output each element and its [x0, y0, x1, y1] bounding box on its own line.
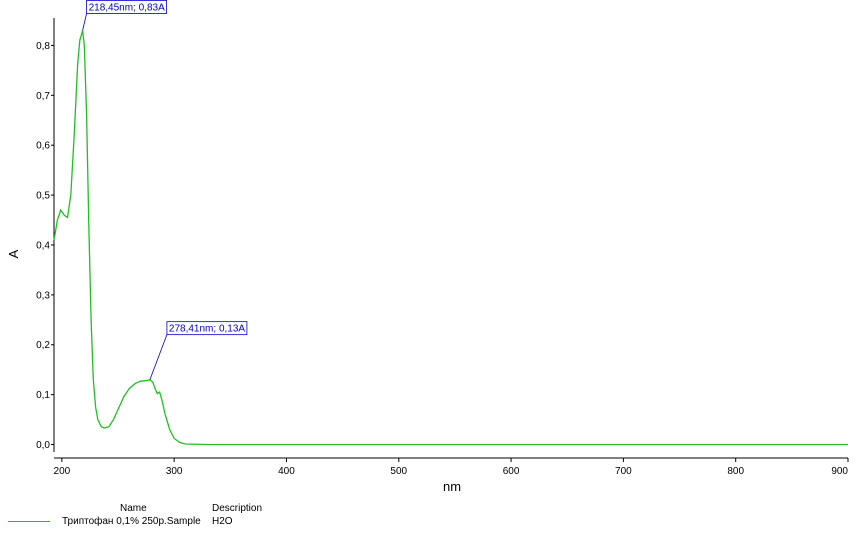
y-tick-label: 0,7 [36, 91, 50, 102]
y-tick-label: 0,0 [36, 440, 50, 451]
legend-description-header: Description [212, 503, 263, 514]
peak-annotations: 218,45nm; 0,83A 278,41nm; 0,13A [82, 0, 248, 380]
y-tick-label: 0,6 [36, 141, 50, 152]
x-tick-label: 900 [831, 466, 848, 477]
y-axis-label: A [6, 249, 21, 258]
annotation-box [86, 0, 167, 14]
annotation-leader [82, 13, 87, 31]
y-tick-label: 0,4 [36, 240, 50, 251]
y-tick-label: 0,5 [36, 191, 50, 202]
y-axis-ticks: 0,0 0,1 0,2 0,3 0,4 0,5 0,6 0,7 0,8 [36, 41, 54, 451]
legend-entry-description: H2O [212, 516, 233, 527]
x-tick-label: 400 [278, 466, 295, 477]
y-tick-label: 0,1 [36, 390, 50, 401]
y-tick-label: 0,3 [36, 290, 50, 301]
x-tick-label: 500 [390, 466, 407, 477]
annotation-box [166, 321, 248, 336]
spectrum-chart: 0,0 0,1 0,2 0,3 0,4 0,5 0,6 0,7 0,8 200 300 400 500… [6, 0, 849, 494]
x-tick-label: 600 [503, 466, 520, 477]
legend: Name Description Триптофан 0,1% 250р.Sam… [0, 500, 858, 536]
x-tick-label: 800 [727, 466, 744, 477]
x-tick-label: 300 [166, 466, 183, 477]
y-tick-label: 0,8 [36, 41, 50, 52]
legend-entry-name: Триптофан 0,1% 250р.Sample [62, 516, 201, 527]
x-axis-label: nm [443, 479, 461, 494]
legend-swatch [8, 521, 50, 522]
legend-name-header: Name [120, 503, 147, 514]
annotation-label: 278,41nm; 0,13A [169, 324, 245, 335]
y-tick-label: 0,2 [36, 340, 50, 351]
x-axis-ticks: 200 300 400 500 600 700 800 900 [54, 458, 849, 477]
x-tick-label: 700 [615, 466, 632, 477]
annotation-label: 218,45nm; 0,83A [89, 2, 165, 13]
x-tick-label: 200 [54, 466, 71, 477]
annotation-leader [149, 334, 168, 380]
series-line [53, 30, 848, 446]
